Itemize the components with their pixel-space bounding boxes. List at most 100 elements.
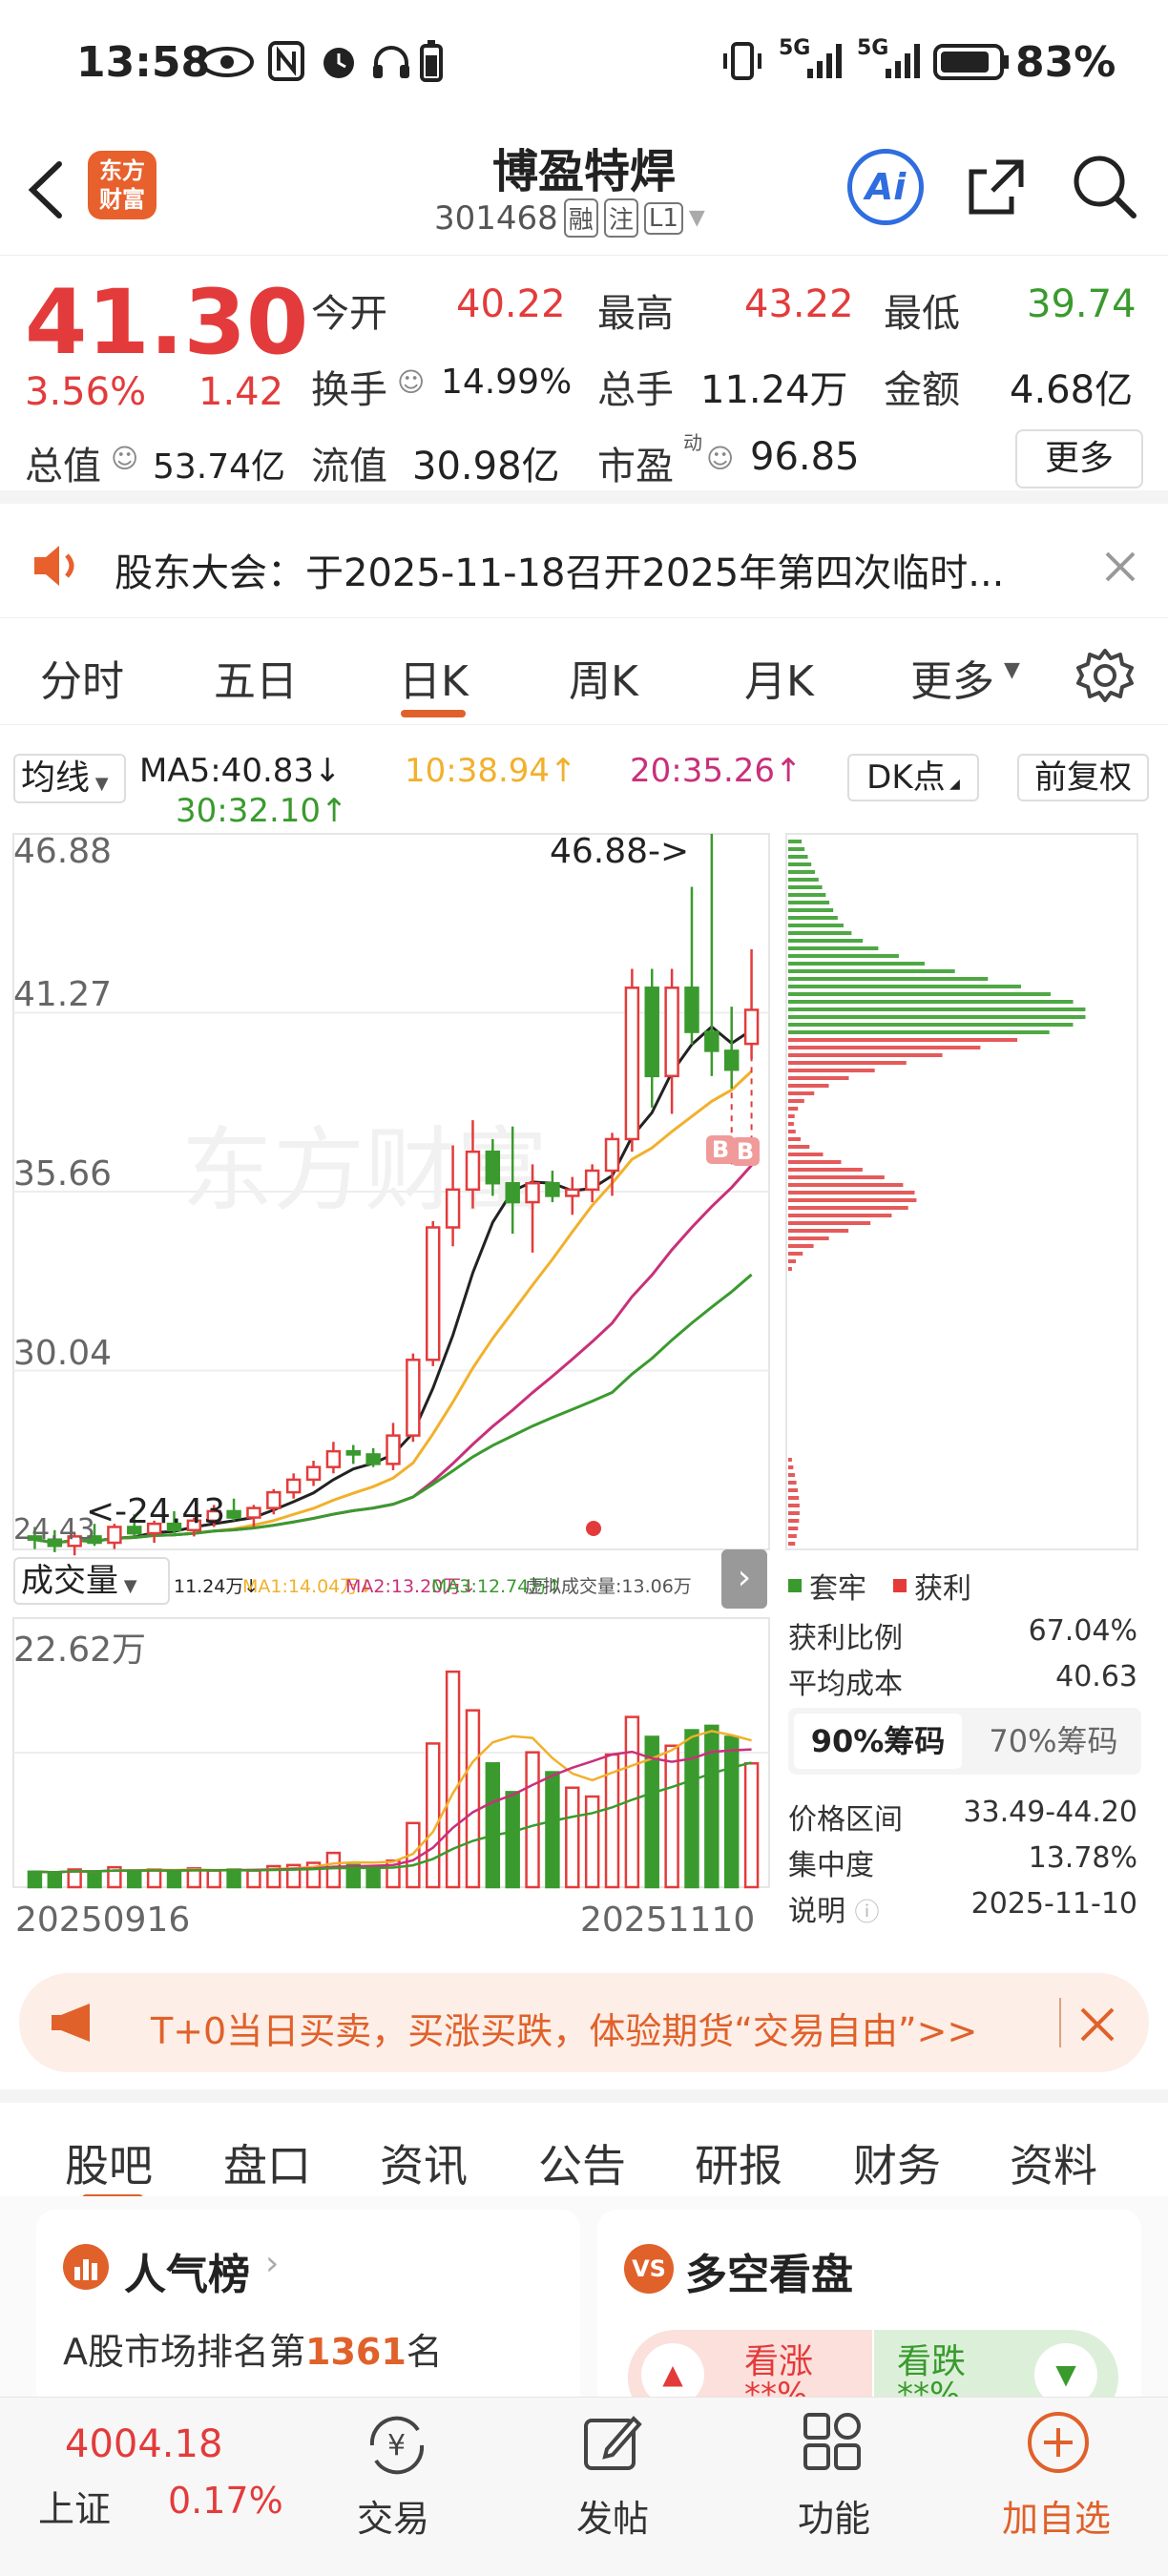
chip-bar xyxy=(788,1259,797,1263)
index-percent[interactable]: 0.17% xyxy=(168,2480,283,2522)
tab-five-day[interactable]: 五日 xyxy=(214,657,298,706)
candle-body xyxy=(743,1008,760,1046)
amount-value: 4.68亿 xyxy=(1010,368,1134,412)
tab-pankou[interactable]: 盘口 xyxy=(223,2140,311,2192)
add-circle-icon[interactable] xyxy=(1025,2409,1092,2480)
candle-body xyxy=(565,1188,580,1197)
margin-tag: 融 xyxy=(563,198,598,238)
chip-bar xyxy=(788,1527,799,1530)
vol-virtual: 虚拟成交量:13.06万 xyxy=(525,1576,692,1597)
tab-monthly-k[interactable]: 月K xyxy=(744,657,814,706)
chip-bar xyxy=(788,1114,795,1118)
volume-select[interactable]: 成交量 ▼ xyxy=(13,1557,170,1605)
edit-icon[interactable] xyxy=(578,2409,645,2480)
tab-announcements[interactable]: 公告 xyxy=(538,2140,626,2192)
ma30-legend: 30:32.10↑ xyxy=(176,792,348,830)
pe-sup: 动 xyxy=(683,431,702,454)
ma-select[interactable]: 均线 ▼ xyxy=(13,754,126,803)
chip-bar xyxy=(788,1084,829,1088)
chip-bar xyxy=(788,901,830,904)
more-button[interactable]: 更多 xyxy=(1015,429,1143,488)
trade-label[interactable]: 交易 xyxy=(357,2498,430,2540)
dropdown-caret-icon[interactable]: ▼ xyxy=(688,206,705,230)
volume-bar xyxy=(644,1735,659,1889)
tab-news[interactable]: 资讯 xyxy=(380,2140,468,2192)
tab-daily-k[interactable]: 日K xyxy=(399,657,469,706)
chip-bar xyxy=(788,1091,815,1095)
function-label[interactable]: 功能 xyxy=(798,2498,871,2540)
tab-profile[interactable]: 资料 xyxy=(1010,2140,1097,2192)
info-icon[interactable]: ☺ xyxy=(111,443,139,474)
volume-bar xyxy=(146,1868,162,1889)
dk-point-button[interactable]: DK点 ◢ xyxy=(847,754,979,801)
tab-research[interactable]: 研报 xyxy=(695,2140,782,2192)
clock: 13:58 xyxy=(76,38,211,87)
chevron-right-icon[interactable]: › xyxy=(721,1549,767,1609)
chip-bar xyxy=(788,985,1021,988)
back-icon[interactable] xyxy=(21,156,69,227)
trade-icon[interactable]: ¥ xyxy=(359,2411,435,2478)
chip-bar xyxy=(788,870,815,874)
close-icon[interactable] xyxy=(1103,550,1137,588)
tab-weekly-k[interactable]: 周K xyxy=(569,657,638,706)
share-icon[interactable] xyxy=(964,153,1031,223)
info-circle-icon: ⓘ xyxy=(854,1899,880,1927)
tab-chip-90[interactable]: 90%筹码 xyxy=(794,1714,962,1769)
index-value[interactable]: 4004.18 xyxy=(65,2422,223,2466)
info-icon[interactable]: ☺ xyxy=(397,366,426,398)
volume-bar xyxy=(67,1868,82,1889)
adjust-button[interactable]: 前复权 xyxy=(1017,754,1149,801)
buy-marker[interactable]: B xyxy=(706,1135,735,1164)
nfc-icon xyxy=(267,40,305,86)
info-icon[interactable]: ☺ xyxy=(706,443,735,474)
chip-bar xyxy=(788,954,899,958)
close-icon[interactable] xyxy=(1078,2005,1116,2047)
chip-tabs: 90%筹码 70%筹码 xyxy=(788,1708,1141,1775)
chip-bar xyxy=(788,1030,1050,1034)
ai-button[interactable]: Ai xyxy=(847,149,924,225)
bull-bear-card[interactable]: VS 多空看盘 ▲ 看涨 **% 看跌 **% ▼ xyxy=(597,2210,1141,2410)
speaker-icon xyxy=(31,542,84,593)
chip-bar xyxy=(788,1542,796,1546)
low-annotation: <-24.43 xyxy=(86,1492,226,1531)
tab-intraday[interactable]: 分时 xyxy=(40,657,124,706)
add-watchlist-label[interactable]: 加自选 xyxy=(1002,2498,1112,2540)
chip-bar xyxy=(788,1191,915,1195)
index-name[interactable]: 上证 xyxy=(38,2488,112,2530)
notice-bar[interactable]: 股东大会：于2025-11-18召开2025年第四次临时... xyxy=(0,515,1168,618)
network-label-1: 5G xyxy=(779,36,811,60)
popularity-card[interactable]: 人气榜 › A股市场排名第1361名 较昨日↑270名 xyxy=(36,2210,580,2410)
tab-more[interactable]: 更多 xyxy=(910,657,994,706)
period-tabs: 分时 五日 日K 周K 月K 更多 ▼ xyxy=(0,618,1168,725)
chip-bar xyxy=(788,1244,814,1248)
volume-bar xyxy=(426,1742,441,1889)
battery-small-icon xyxy=(420,40,443,86)
candle-body xyxy=(406,1359,421,1437)
candle-body xyxy=(206,1509,221,1523)
gear-icon[interactable] xyxy=(1074,645,1136,710)
chip-bar xyxy=(788,931,852,935)
quote-panel: 41.30 3.56% 1.42 今开 40.22 最高 43.22 最低 39… xyxy=(0,258,1168,504)
candle-body xyxy=(47,1538,63,1548)
candle-body xyxy=(704,1030,720,1052)
post-label[interactable]: 发帖 xyxy=(576,2498,650,2540)
candle-body xyxy=(127,1526,142,1535)
arrow-up-icon: ▲ xyxy=(641,2343,704,2406)
tab-finance[interactable]: 财务 xyxy=(853,2140,941,2192)
grid-icon[interactable] xyxy=(802,2411,865,2478)
app-logo: 东方 财富 xyxy=(88,151,156,219)
chip-bar xyxy=(788,893,826,897)
tab-chip-70[interactable]: 70%筹码 xyxy=(989,1723,1118,1759)
tab-guba[interactable]: 股吧 xyxy=(65,2140,153,2192)
promo-banner[interactable]: T+0当日买卖，买涨买跌，体验期货“交易自由”>> xyxy=(19,1973,1149,2072)
chip-stats-2: 价格区间 33.49-44.20 集中度 13.78% 说明 ⓘ 2025-11-10 xyxy=(788,1796,1137,1933)
chip-bar xyxy=(788,1198,917,1202)
buy-marker[interactable]: B xyxy=(731,1137,760,1166)
chip-bar xyxy=(788,908,834,912)
chip-row: 获利比例 67.04% xyxy=(788,1614,1137,1655)
vol-ma2: MA2:13.20万↓ xyxy=(345,1576,477,1597)
search-icon[interactable] xyxy=(1071,153,1139,225)
chip-row: 平均成本 40.63 xyxy=(788,1660,1137,1701)
kline-svg[interactable]: 东方财富 xyxy=(0,725,1168,1956)
volume-bar xyxy=(107,1865,122,1889)
